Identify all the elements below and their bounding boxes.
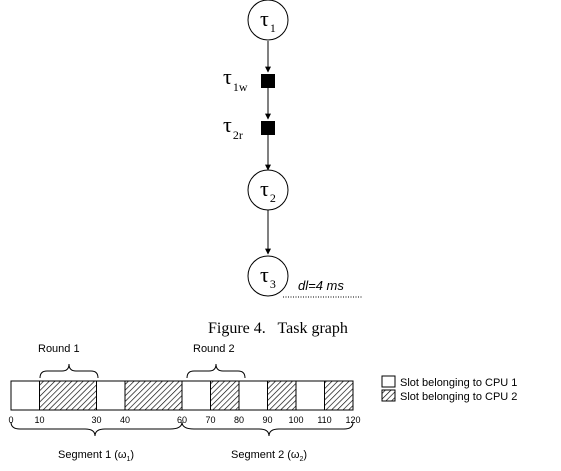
svg-text:τ1w: τ1w — [223, 64, 248, 94]
task-node-t1: τ1 — [247, 0, 289, 41]
slot-cpu2 — [324, 380, 354, 411]
tick-label: 90 — [262, 415, 272, 425]
legend-item-cpu2: Slot belonging to CPU 2 — [381, 389, 517, 403]
round-2-brace — [186, 363, 246, 379]
task-graph: τ1 τ1w τ2r τ2 τ3 dl=4 ms — [223, 0, 363, 298]
slot-cpu1 — [96, 380, 126, 411]
task-node-t3: τ3 — [247, 255, 289, 297]
slot-cpu2 — [267, 380, 297, 411]
schedule-timeline: Round 1 Round 2 0 10 30 40 60 70 80 90 100 110 120… — [8, 343, 517, 463]
tick-label: 70 — [205, 415, 215, 425]
slot-cpu2 — [39, 380, 97, 411]
channel-node-c1w: τ1w — [223, 64, 275, 94]
tick-label: 40 — [120, 415, 130, 425]
svg-text:τ2r: τ2r — [223, 112, 243, 142]
tick-label: 80 — [234, 415, 244, 425]
legend: Slot belonging to CPU 1 Slot belonging t… — [381, 375, 517, 403]
slot-cpu1 — [295, 380, 325, 411]
channel-node-c2r: τ2r — [223, 112, 275, 142]
slot-bar — [10, 380, 354, 411]
tick-label: 30 — [91, 415, 101, 425]
tick-label: 110 — [317, 415, 331, 425]
deadline-label: dl=4 ms — [298, 278, 344, 293]
tick-label: 60 — [177, 415, 187, 425]
segment-1-label: Segment 1 (ω1) — [58, 449, 134, 463]
segment-1-brace — [10, 421, 183, 437]
task-node-t2: τ2 — [247, 169, 289, 211]
slot-cpu1 — [10, 380, 40, 411]
svg-text:Slot belonging to CPU 2: Slot belonging to CPU 2 — [400, 391, 517, 403]
svg-text:τ2: τ2 — [260, 176, 276, 205]
tick-label: 120 — [345, 415, 360, 425]
figure-caption: Figure 4. Task graph — [208, 320, 348, 337]
tick-label: 10 — [34, 415, 44, 425]
slot-cpu1 — [238, 380, 268, 411]
tick-label: 0 — [8, 415, 13, 425]
tick-labels: 0 10 30 40 60 70 80 90 100 110 120 — [8, 415, 360, 425]
round-2-label: Round 2 — [193, 343, 235, 355]
svg-text:τ3: τ3 — [260, 262, 276, 291]
slot-cpu2 — [124, 380, 183, 411]
svg-text:Slot belonging to CPU 1: Slot belonging to CPU 1 — [400, 377, 517, 389]
tick-label: 100 — [288, 415, 303, 425]
slot-cpu1 — [181, 380, 211, 411]
slot-cpu2 — [210, 380, 240, 411]
round-1-label: Round 1 — [38, 343, 80, 355]
round-1-brace — [39, 363, 99, 379]
segment-2-label: Segment 2 (ω2) — [231, 449, 307, 463]
svg-text:τ1: τ1 — [260, 6, 276, 35]
segment-2-brace — [181, 421, 354, 437]
legend-item-cpu1: Slot belonging to CPU 1 — [381, 375, 517, 389]
